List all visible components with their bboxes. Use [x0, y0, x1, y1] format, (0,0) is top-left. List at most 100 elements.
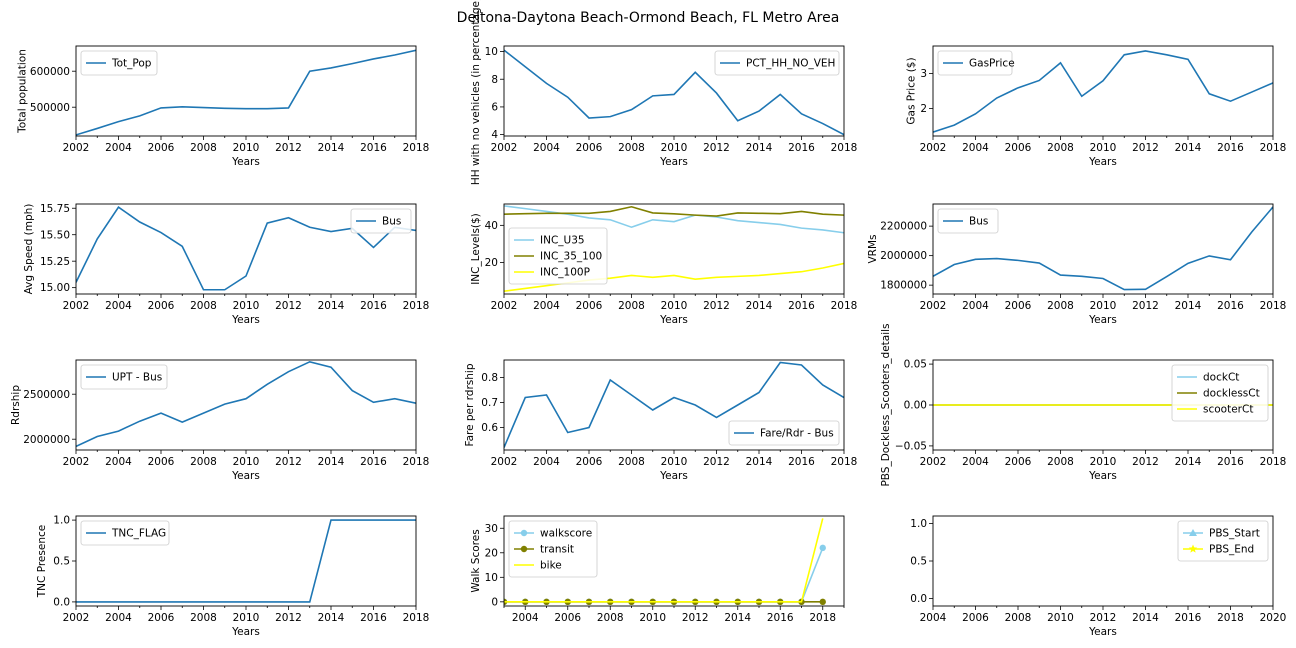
series-p5-1 — [504, 205, 844, 217]
x-axis-label: Years — [231, 470, 260, 482]
legend-box — [80, 50, 158, 76]
y-tick-label: 1800000 — [880, 280, 927, 292]
x-tick-label: 2018 — [1260, 456, 1287, 468]
y-tick-label: 0.8 — [481, 372, 498, 384]
x-tick-label: 2008 — [597, 612, 624, 624]
legend-box — [350, 208, 412, 234]
legend-box — [714, 50, 840, 76]
y-tick-label: 15.50 — [40, 229, 70, 241]
x-tick-label: 2016 — [1217, 142, 1244, 154]
x-tick-label: 2018 — [1260, 300, 1287, 312]
x-tick-label: 2006 — [576, 300, 603, 312]
x-tick-label: 2016 — [788, 456, 815, 468]
x-tick-label: 2018 — [403, 612, 430, 624]
x-tick-label: 2004 — [533, 456, 560, 468]
y-tick-label: 500000 — [30, 102, 70, 114]
x-tick-label: 2016 — [360, 142, 387, 154]
legend-marker — [520, 529, 528, 537]
legend-entry: transit — [540, 544, 574, 556]
series-p7-0 — [76, 360, 416, 448]
x-tick-label: 2010 — [233, 142, 260, 154]
x-tick-label: 2002 — [920, 300, 947, 312]
subplot-p8: 2002 2004 2006 2008 2010 2012 2014 2016 2018 0.6 0… — [464, 359, 857, 482]
legend-box — [1171, 364, 1269, 422]
y-tick-label: 15.75 — [40, 203, 70, 215]
x-axis-label: Years — [231, 156, 260, 168]
x-axis-label: Years — [231, 626, 260, 638]
y-tick-label: 600000 — [30, 66, 70, 78]
legend-entry: docklessCt — [1203, 388, 1260, 400]
x-tick-label: 2008 — [1005, 612, 1032, 624]
subplot-p4: 2002 2004 2006 2008 2010 2012 2014 2016 2018 15.0… — [23, 203, 429, 326]
x-tick-label: 2014 — [1175, 456, 1202, 468]
x-tick-label: 2016 — [360, 456, 387, 468]
series-p4-0 — [76, 206, 416, 291]
x-tick-label: 2004 — [512, 612, 539, 624]
x-tick-label: 2004 — [533, 300, 560, 312]
x-tick-label: 2010 — [639, 612, 666, 624]
x-tick-label: 2018 — [809, 612, 836, 624]
x-tick-label: 2010 — [661, 300, 688, 312]
y-axis-label: Rdrship — [10, 385, 22, 425]
x-tick-label: 2008 — [190, 456, 217, 468]
x-tick-label: 2012 — [275, 300, 302, 312]
series-p1-0 — [76, 49, 416, 136]
legend: Bus — [937, 208, 999, 234]
x-tick-label: 2006 — [962, 612, 989, 624]
subplot-p3: 2002 2004 2006 2008 2010 2012 2014 2016 2018 2 3 Ye… — [906, 45, 1286, 168]
legend-entry: INC_100P — [540, 267, 590, 279]
series-p6-0 — [933, 206, 1273, 291]
x-tick-label: 2008 — [618, 300, 645, 312]
legend: Bus — [350, 208, 412, 234]
y-tick-label: 0.6 — [481, 422, 498, 434]
y-tick-label: 15.00 — [40, 282, 70, 294]
x-tick-label: 2010 — [1090, 456, 1117, 468]
x-tick-label: 2014 — [746, 300, 773, 312]
x-tick-label: 2012 — [703, 300, 730, 312]
legend-entry: PCT_HH_NO_VEH — [746, 58, 835, 70]
subplot-p7: 2002 2004 2006 2008 2010 2012 2014 2016 2018 2000… — [10, 359, 429, 482]
x-tick-label: 2002 — [63, 456, 90, 468]
x-tick-label: 2012 — [703, 456, 730, 468]
x-tick-label: 2002 — [920, 142, 947, 154]
x-tick-label: 2008 — [1047, 456, 1074, 468]
x-tick-label: 2002 — [63, 142, 90, 154]
x-tick-label: 2012 — [1132, 456, 1159, 468]
x-axis-label: Years — [659, 314, 688, 326]
series-p10-0 — [76, 519, 416, 603]
subplot-p6: 2002 2004 2006 2008 2010 2012 2014 2016 2018 1800… — [867, 203, 1287, 326]
y-axis-label: Walk Scores — [470, 529, 482, 592]
legend: dockCt docklessCt scooterCt — [1171, 364, 1269, 422]
legend-entry: UPT - Bus — [112, 372, 162, 384]
x-tick-label: 2010 — [661, 456, 688, 468]
x-tick-label: 2014 — [318, 300, 345, 312]
x-axis-label: Years — [659, 470, 688, 482]
y-tick-label: 8 — [491, 74, 498, 86]
x-tick-label: 2014 — [746, 142, 773, 154]
x-tick-label: 2016 — [788, 300, 815, 312]
subplot-p12: 2004 2006 2008 2010 2012 2014 2016 2018 2020 0.0 0… — [910, 515, 1286, 638]
x-tick-label: 2016 — [1217, 456, 1244, 468]
x-tick-label: 2012 — [275, 456, 302, 468]
x-tick-label: 2012 — [703, 142, 730, 154]
x-tick-label: 2014 — [1175, 300, 1202, 312]
y-axis-label: TNC Presence — [36, 525, 48, 598]
x-tick-label: 2006 — [1005, 456, 1032, 468]
x-tick-label: 2006 — [148, 300, 175, 312]
y-tick-label: 0.00 — [904, 400, 927, 412]
x-tick-label: 2018 — [831, 300, 858, 312]
data-point — [819, 598, 826, 606]
x-tick-label: 2012 — [275, 142, 302, 154]
x-tick-label: 2010 — [233, 300, 260, 312]
x-tick-label: 2018 — [1217, 612, 1244, 624]
y-tick-label: 1.0 — [910, 518, 927, 530]
x-axis-label: Years — [1088, 314, 1117, 326]
x-tick-label: 2004 — [105, 612, 132, 624]
x-tick-label: 2004 — [105, 300, 132, 312]
x-tick-label: 2002 — [63, 612, 90, 624]
series-p11-2 — [504, 518, 824, 603]
legend: INC_U35 INC_35_100 INC_100P — [508, 227, 608, 285]
y-tick-label: 1.0 — [53, 515, 70, 527]
x-tick-label: 2010 — [661, 142, 688, 154]
x-tick-label: 2004 — [962, 142, 989, 154]
